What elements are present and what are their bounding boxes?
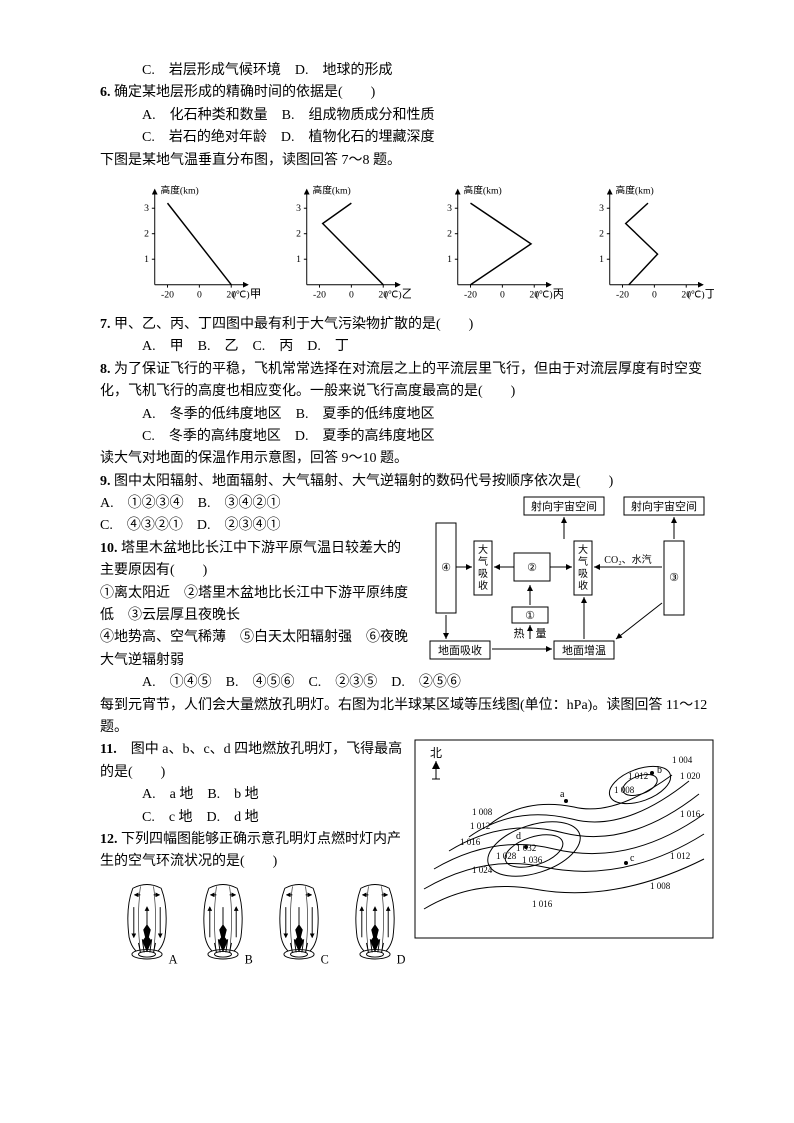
- svg-text:a: a: [560, 789, 565, 800]
- svg-text:2: 2: [144, 229, 149, 240]
- svg-text:CO₂、水汽: CO₂、水汽: [604, 553, 651, 566]
- svg-text:1 012: 1 012: [670, 851, 690, 861]
- svg-text:1: 1: [144, 254, 149, 265]
- svg-text:1 016: 1 016: [680, 809, 701, 819]
- chart-yi: 123-20020高度(km)(℃)乙: [266, 178, 412, 308]
- svg-text:1 024: 1 024: [472, 865, 493, 875]
- svg-text:1: 1: [296, 254, 301, 265]
- svg-text:1 004: 1 004: [672, 755, 693, 765]
- svg-text:-20: -20: [313, 289, 326, 300]
- svg-text:乙: 乙: [401, 287, 411, 300]
- svg-text:0: 0: [348, 289, 353, 300]
- svg-text:②: ②: [527, 562, 537, 574]
- svg-text:c: c: [630, 853, 635, 864]
- svg-text:1 028: 1 028: [496, 851, 517, 861]
- svg-text:1 016: 1 016: [460, 837, 481, 847]
- svg-text:1 008: 1 008: [650, 881, 671, 891]
- svg-text:收: 收: [478, 579, 488, 592]
- svg-text:1: 1: [447, 254, 452, 265]
- q6-options-ab: A. 化石种类和数量 B. 组成物质成分和性质: [100, 105, 714, 127]
- svg-text:0: 0: [500, 289, 505, 300]
- svg-text:丙: 丙: [553, 287, 563, 300]
- chart-bing: 123-20020高度(km)(℃)丙: [417, 178, 563, 308]
- svg-text:射向宇宙空间: 射向宇宙空间: [631, 499, 697, 513]
- svg-text:3: 3: [599, 203, 604, 214]
- svg-text:1 036: 1 036: [522, 855, 543, 865]
- svg-text:-20: -20: [616, 289, 629, 300]
- svg-text:气: 气: [578, 555, 588, 568]
- svg-text:b: b: [657, 765, 662, 776]
- svg-text:气: 气: [478, 555, 488, 568]
- q7-stem: 7. 甲、乙、丙、丁四图中最有利于大气污染物扩散的是( ): [100, 314, 714, 336]
- svg-text:地面吸收: 地面吸收: [438, 643, 482, 657]
- svg-text:C: C: [321, 952, 329, 966]
- q9-stem: 9. 图中太阳辐射、地面辐射、大气辐射、大气逆辐射的数码代号按顺序依次是( ): [100, 471, 714, 493]
- isobar-map: 北 1 004 1 020 1 016 1 012 1 008: [414, 739, 714, 939]
- svg-text:④: ④: [441, 562, 451, 574]
- svg-text:1 008: 1 008: [614, 785, 635, 795]
- q5-options-cd: C. 岩层形成气候环境 D. 地球的形成: [100, 60, 714, 82]
- svg-text:北: 北: [430, 746, 442, 760]
- chart-jia: 123-20020高度(km)(℃)甲: [114, 178, 260, 308]
- lantern-diagrams: A B C D: [114, 878, 408, 973]
- q10-options: A. ①④⑤ B. ④⑤⑥ C. ②③⑤ D. ②⑤⑥: [100, 672, 714, 694]
- svg-text:1 008: 1 008: [472, 807, 493, 817]
- q6-options-cd: C. 岩石的绝对年龄 D. 植物化石的埋藏深度: [100, 127, 714, 149]
- q8-options-ab: A. 冬季的低纬度地区 B. 夏季的低纬度地区: [100, 404, 714, 426]
- svg-text:1 020: 1 020: [680, 771, 701, 781]
- svg-text:2: 2: [447, 229, 452, 240]
- svg-text:丁: 丁: [704, 287, 714, 300]
- svg-text:高度(km): 高度(km): [312, 183, 350, 196]
- chart-ding: 123-20020高度(km)(℃)丁: [569, 178, 715, 308]
- svg-text:d: d: [516, 831, 521, 842]
- svg-text:A: A: [169, 952, 178, 966]
- radiation-diagram: 射向宇宙空间 射向宇宙空间 ④ 大 气 吸 收 ② 大 气 吸 收 ③ CO: [414, 493, 714, 663]
- svg-text:1 012: 1 012: [628, 771, 648, 781]
- svg-text:1 016: 1 016: [532, 899, 553, 909]
- svg-text:甲: 甲: [250, 287, 260, 300]
- lantern-a: A: [114, 878, 180, 973]
- svg-text:(℃): (℃): [232, 289, 249, 300]
- svg-text:高度(km): 高度(km): [615, 183, 653, 196]
- svg-text:2: 2: [599, 229, 604, 240]
- svg-text:D: D: [397, 952, 406, 966]
- svg-text:-20: -20: [464, 289, 477, 300]
- svg-text:3: 3: [144, 203, 149, 214]
- svg-text:1 012: 1 012: [470, 821, 490, 831]
- q9-10-intro: 读大气对地面的保温作用示意图，回答 9～10 题。: [100, 448, 714, 470]
- q11-12-intro: 每到元宵节，人们会大量燃放孔明灯。右图为北半球某区域等压线图(单位：hPa)。读…: [100, 695, 714, 740]
- q8-options-cd: C. 冬季的高纬度地区 D. 夏季的高纬度地区: [100, 426, 714, 448]
- svg-text:①: ①: [525, 610, 535, 622]
- svg-text:0: 0: [651, 289, 656, 300]
- lantern-b: B: [190, 878, 256, 973]
- svg-text:吸: 吸: [578, 569, 588, 580]
- svg-text:2: 2: [296, 229, 301, 240]
- svg-text:③: ③: [669, 572, 679, 584]
- svg-text:射向宇宙空间: 射向宇宙空间: [531, 499, 597, 513]
- svg-text:大: 大: [478, 543, 488, 556]
- q8-stem: 8. 为了保证飞行的平稳，飞机常常选择在对流层之上的平流层里飞行，但由于对流层厚…: [100, 359, 714, 404]
- q7-options: A. 甲 B. 乙 C. 丙 D. 丁: [100, 336, 714, 358]
- svg-text:3: 3: [447, 203, 452, 214]
- svg-text:B: B: [245, 952, 253, 966]
- svg-text:大: 大: [578, 543, 588, 556]
- svg-text:高度(km): 高度(km): [464, 183, 502, 196]
- svg-text:地面增温: 地面增温: [562, 643, 606, 657]
- svg-text:收: 收: [578, 579, 588, 592]
- svg-text:3: 3: [296, 203, 301, 214]
- svg-text:-20: -20: [161, 289, 174, 300]
- svg-text:高度(km): 高度(km): [161, 183, 199, 196]
- temperature-charts: 123-20020高度(km)(℃)甲 123-20020高度(km)(℃)乙 …: [114, 178, 714, 308]
- q7-8-intro: 下图是某地气温垂直分布图，读图回答 7～8 题。: [100, 150, 714, 172]
- svg-text:0: 0: [197, 289, 202, 300]
- svg-text:吸: 吸: [478, 569, 488, 580]
- svg-text:(℃): (℃): [687, 289, 704, 300]
- lantern-d: D: [342, 878, 408, 973]
- q6-stem: 6. 确定某地层形成的精确时间的依据是( ): [100, 82, 714, 104]
- svg-text:1: 1: [599, 254, 604, 265]
- svg-text:(℃): (℃): [535, 289, 552, 300]
- lantern-c: C: [266, 878, 332, 973]
- svg-text:(℃): (℃): [384, 289, 401, 300]
